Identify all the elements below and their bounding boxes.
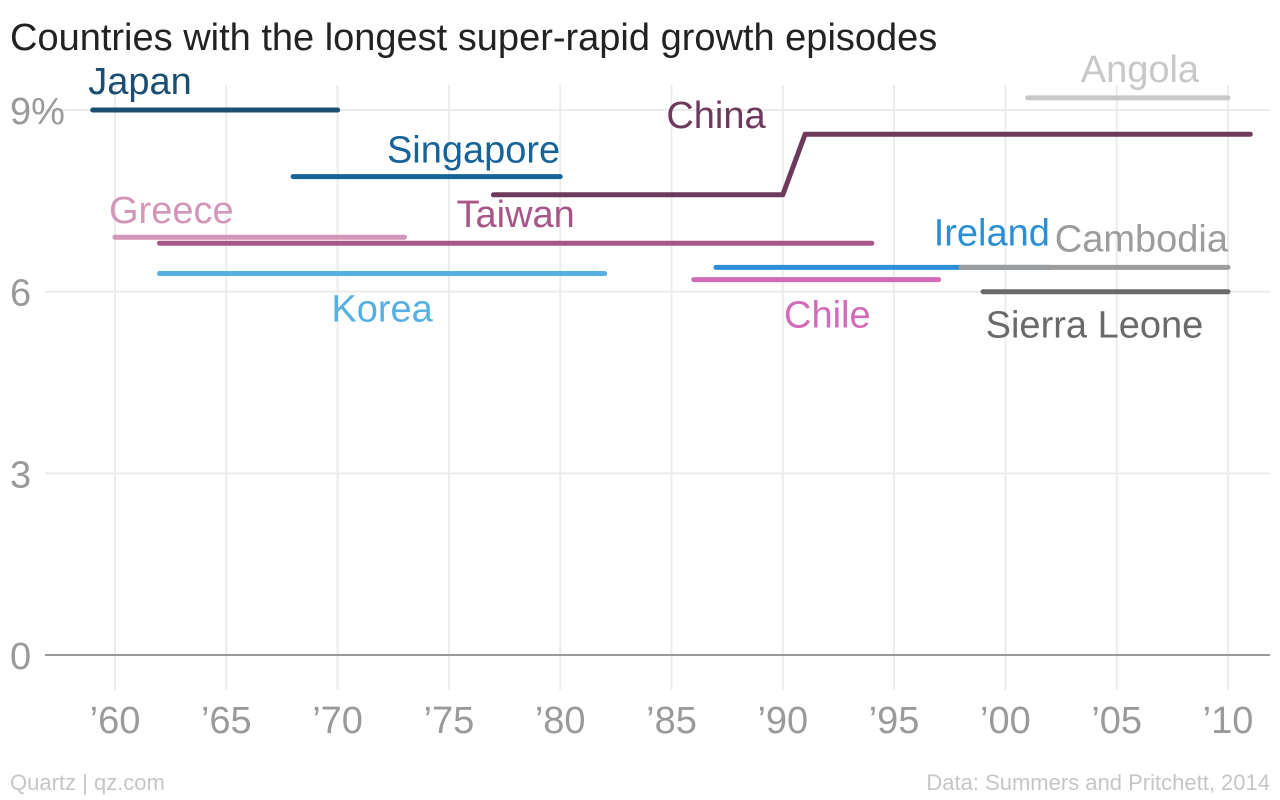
x-tick-label: ’70 [312, 700, 363, 742]
label-layer: Japan Singapore China Angola Greece Taiwan Ire… [88, 49, 1229, 347]
x-tick-label: ’85 [646, 700, 697, 742]
x-tick-label: ’00 [980, 700, 1031, 742]
series-layer [90, 95, 1253, 295]
series-label-cambodia: Cambodia [1055, 218, 1229, 260]
series-label-angola: Angola [1081, 49, 1200, 91]
footer-source-left: Quartz | qz.com [10, 770, 165, 795]
x-tick-label: ’60 [90, 700, 141, 742]
x-tick-label: ’05 [1091, 700, 1142, 742]
chart-title: Countries with the longest super-rapid g… [10, 17, 937, 59]
series-label-china: China [666, 95, 766, 137]
x-tick-label: ’95 [869, 700, 920, 742]
series-label-taiwan: Taiwan [457, 194, 575, 236]
series-label-ireland: Ireland [934, 212, 1050, 254]
series-label-japan: Japan [88, 61, 192, 103]
series-label-korea: Korea [331, 289, 433, 331]
axis-layer: ’60 ’65 ’70 ’75 ’80 ’85 ’90 ’95 ’00 ’05 ’10 0 3 6 9% [10, 91, 1270, 742]
series-line-china [490, 131, 1253, 198]
y-tick-label: 3 [10, 454, 31, 496]
series-label-chile: Chile [784, 295, 871, 337]
y-tick-label: 6 [10, 273, 31, 315]
x-tick-label: ’75 [424, 700, 475, 742]
footer-source-right: Data: Summers and Pritchett, 2014 [926, 770, 1270, 795]
x-tick-label: ’10 [1203, 700, 1254, 742]
x-tick-label: ’80 [535, 700, 586, 742]
series-label-greece: Greece [109, 190, 234, 232]
x-tick-label: ’90 [757, 700, 808, 742]
series-label-singapore: Singapore [387, 130, 560, 172]
grid-layer [45, 85, 1270, 690]
y-tick-label: 0 [10, 636, 31, 678]
x-tick-label: ’65 [201, 700, 252, 742]
series-label-sierra-leone: Sierra Leone [986, 305, 1204, 347]
y-tick-label: 9% [10, 91, 65, 133]
